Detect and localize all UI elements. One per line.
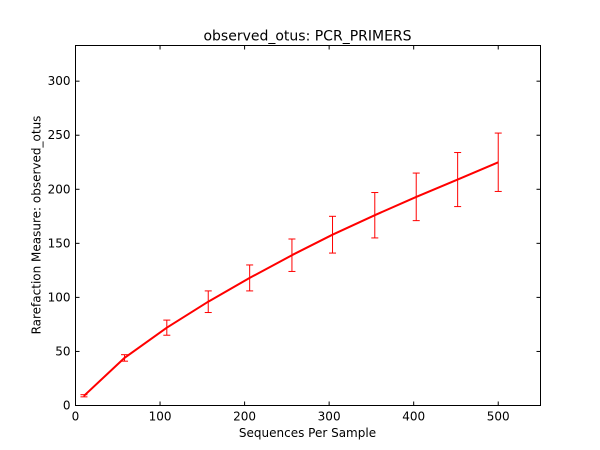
y-tick-label: 150 <box>48 236 71 250</box>
x-tick-label: 400 <box>402 410 425 424</box>
chart-title: observed_otus: PCR_PRIMERS <box>203 29 411 45</box>
y-tick-label: 200 <box>48 182 71 196</box>
x-tick-label: 300 <box>318 410 341 424</box>
x-tick-label: 0 <box>72 410 80 424</box>
x-tick-label: 200 <box>233 410 256 424</box>
y-tick-label: 50 <box>55 344 70 358</box>
plot-area: 0 100 200 300 400 500 0 50 100 150 200 250 300 <box>48 45 541 424</box>
x-tick-label: 500 <box>487 410 510 424</box>
y-tick-label: 250 <box>48 128 71 142</box>
y-tick-label: 0 <box>63 399 71 413</box>
y-axis-label: Rarefaction Measure: observed_otus <box>30 116 44 335</box>
y-tick-label: 300 <box>48 74 71 88</box>
x-tick-label: 100 <box>149 410 172 424</box>
x-axis-label: Sequences Per Sample <box>239 426 376 440</box>
y-tick-label: 100 <box>48 290 71 304</box>
series-line <box>83 161 499 397</box>
axes-frame <box>75 45 541 406</box>
